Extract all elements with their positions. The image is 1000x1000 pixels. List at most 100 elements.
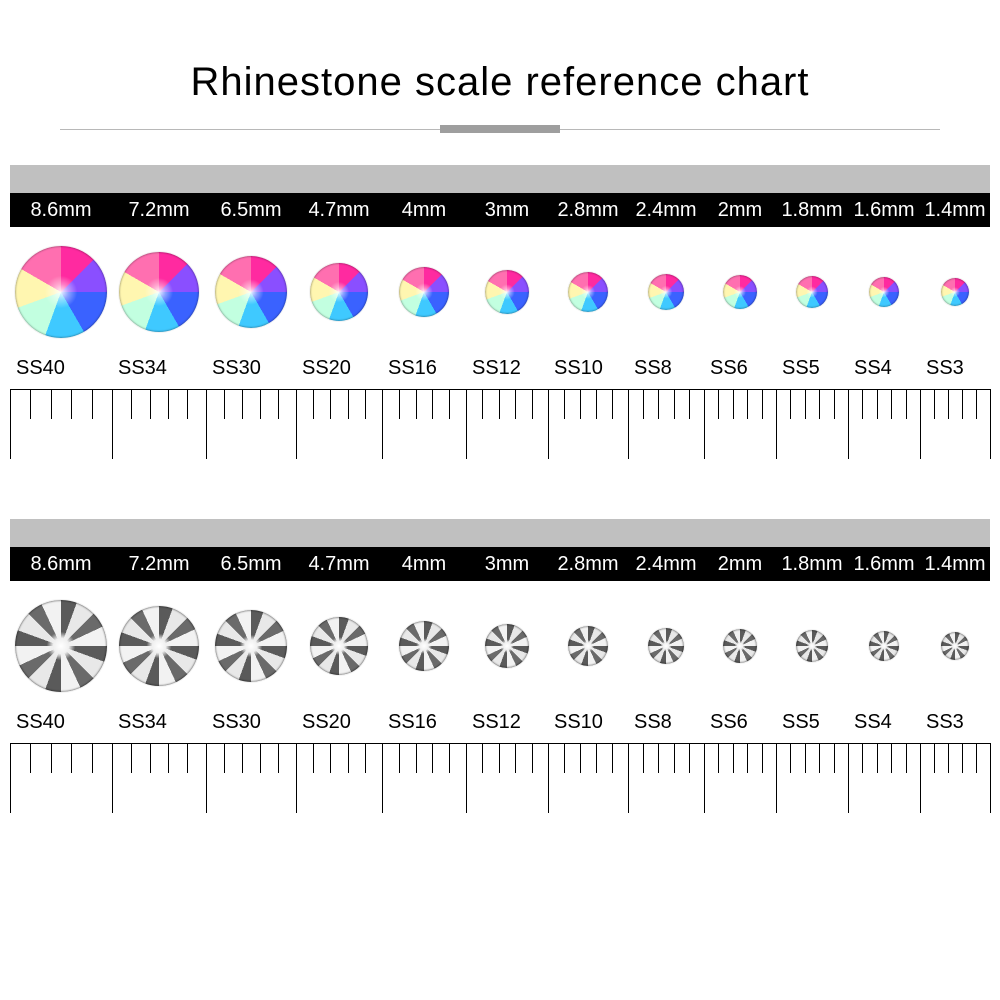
ruler-tick-major bbox=[990, 389, 991, 459]
rhinestone-clear-icon bbox=[568, 626, 608, 666]
ruler-tick-minor bbox=[365, 389, 366, 419]
rhinestone-clear-icon bbox=[941, 632, 969, 660]
rhinestone-ab-icon bbox=[310, 263, 368, 321]
stone-cell bbox=[296, 617, 382, 675]
mm-label-strip: 8.6mm7.2mm6.5mm4.7mm4mm3mm2.8mm2.4mm2mm1… bbox=[10, 547, 990, 581]
mm-label: 1.6mm bbox=[848, 553, 920, 576]
title-divider bbox=[60, 125, 940, 135]
ruler-tick-major bbox=[466, 389, 467, 459]
ruler-tick-minor bbox=[482, 389, 483, 419]
ruler-tick-minor bbox=[733, 743, 734, 773]
ss-label: SS16 bbox=[382, 357, 466, 385]
ruler-tick-minor bbox=[819, 743, 820, 773]
rhinestone-ab-icon bbox=[568, 272, 608, 312]
ss-label: SS6 bbox=[704, 357, 776, 385]
ruler-tick-minor bbox=[432, 743, 433, 773]
ruler-tick-major bbox=[112, 743, 113, 813]
rhinestone-ab-icon bbox=[15, 246, 107, 338]
stone-cell bbox=[296, 263, 382, 321]
ruler-tick-minor bbox=[187, 743, 188, 773]
ruler-tick-minor bbox=[790, 743, 791, 773]
ruler-tick-minor bbox=[532, 743, 533, 773]
gray-strip bbox=[10, 165, 990, 193]
ruler bbox=[10, 389, 990, 479]
ruler-tick-minor bbox=[499, 743, 500, 773]
ss-label: SS16 bbox=[382, 711, 466, 739]
scale-panel: 8.6mm7.2mm6.5mm4.7mm4mm3mm2.8mm2.4mm2mm1… bbox=[10, 519, 990, 833]
ruler-tick-minor bbox=[71, 743, 72, 773]
stone-cell bbox=[206, 610, 296, 682]
ruler-tick-minor bbox=[747, 389, 748, 419]
panels-container: 8.6mm7.2mm6.5mm4.7mm4mm3mm2.8mm2.4mm2mm1… bbox=[0, 165, 1000, 833]
ruler-tick-minor bbox=[834, 389, 835, 419]
ss-label: SS34 bbox=[112, 357, 206, 385]
ruler-tick-minor bbox=[674, 389, 675, 419]
mm-label: 1.4mm bbox=[920, 553, 990, 576]
ruler-tick-minor bbox=[399, 743, 400, 773]
ruler-tick-major bbox=[112, 389, 113, 459]
stone-cell bbox=[628, 274, 704, 310]
ruler-tick-minor bbox=[834, 743, 835, 773]
ruler-tick-minor bbox=[499, 389, 500, 419]
ruler-tick-minor bbox=[747, 743, 748, 773]
rhinestone-ab-icon bbox=[119, 252, 199, 332]
stone-row bbox=[10, 227, 990, 357]
mm-label: 7.2mm bbox=[112, 199, 206, 222]
ruler-tick-minor bbox=[612, 743, 613, 773]
ruler-tick-minor bbox=[643, 743, 644, 773]
ruler-tick-minor bbox=[260, 743, 261, 773]
ruler-tick-minor bbox=[131, 743, 132, 773]
gray-strip bbox=[10, 519, 990, 547]
ruler-tick-minor bbox=[365, 743, 366, 773]
ruler-tick-minor bbox=[862, 743, 863, 773]
ruler-tick-major bbox=[10, 389, 11, 459]
ruler-tick-minor bbox=[515, 743, 516, 773]
mm-label: 1.6mm bbox=[848, 199, 920, 222]
stone-cell bbox=[628, 628, 704, 664]
ruler-tick-major bbox=[206, 743, 207, 813]
scale-panel: 8.6mm7.2mm6.5mm4.7mm4mm3mm2.8mm2.4mm2mm1… bbox=[10, 165, 990, 479]
ruler-tick-minor bbox=[580, 389, 581, 419]
ss-label: SS40 bbox=[10, 711, 112, 739]
ruler-tick-minor bbox=[718, 743, 719, 773]
rhinestone-clear-icon bbox=[310, 617, 368, 675]
ruler-tick-minor bbox=[348, 389, 349, 419]
ruler-tick-minor bbox=[313, 389, 314, 419]
ruler-tick-minor bbox=[862, 389, 863, 419]
stone-cell bbox=[848, 631, 920, 661]
ruler-tick-minor bbox=[131, 389, 132, 419]
ss-label-row: SS40SS34SS30SS20SS16SS12SS10SS8SS6SS5SS4… bbox=[10, 711, 990, 739]
ruler-tick-minor bbox=[643, 389, 644, 419]
ruler-tick-major bbox=[848, 389, 849, 459]
ruler-tick-major bbox=[206, 389, 207, 459]
ruler-tick-minor bbox=[674, 743, 675, 773]
ruler-tick-minor bbox=[962, 389, 963, 419]
ss-label: SS6 bbox=[704, 711, 776, 739]
ruler-tick-minor bbox=[790, 389, 791, 419]
stone-cell bbox=[382, 621, 466, 671]
ruler-tick-minor bbox=[948, 743, 949, 773]
ss-label: SS4 bbox=[848, 711, 920, 739]
mm-label: 2.4mm bbox=[628, 199, 704, 222]
ruler-tick-major bbox=[296, 743, 297, 813]
ss-label: SS20 bbox=[296, 711, 382, 739]
ruler-tick-minor bbox=[689, 389, 690, 419]
ruler-tick-minor bbox=[718, 389, 719, 419]
ruler-tick-minor bbox=[612, 389, 613, 419]
mm-label: 2.8mm bbox=[548, 199, 628, 222]
ruler-tick-minor bbox=[449, 389, 450, 419]
ruler-tick-minor bbox=[449, 743, 450, 773]
stone-cell bbox=[548, 272, 628, 312]
ruler-tick-minor bbox=[150, 743, 151, 773]
stone-cell bbox=[112, 606, 206, 686]
ss-label: SS3 bbox=[920, 711, 990, 739]
ruler-tick-minor bbox=[515, 389, 516, 419]
ruler-tick-major bbox=[920, 743, 921, 813]
ss-label: SS4 bbox=[848, 357, 920, 385]
rhinestone-ab-icon bbox=[485, 270, 529, 314]
ss-label: SS10 bbox=[548, 711, 628, 739]
ruler-tick-minor bbox=[976, 389, 977, 419]
mm-label-strip: 8.6mm7.2mm6.5mm4.7mm4mm3mm2.8mm2.4mm2mm1… bbox=[10, 193, 990, 227]
ruler-tick-minor bbox=[733, 389, 734, 419]
mm-label: 4mm bbox=[382, 553, 466, 576]
